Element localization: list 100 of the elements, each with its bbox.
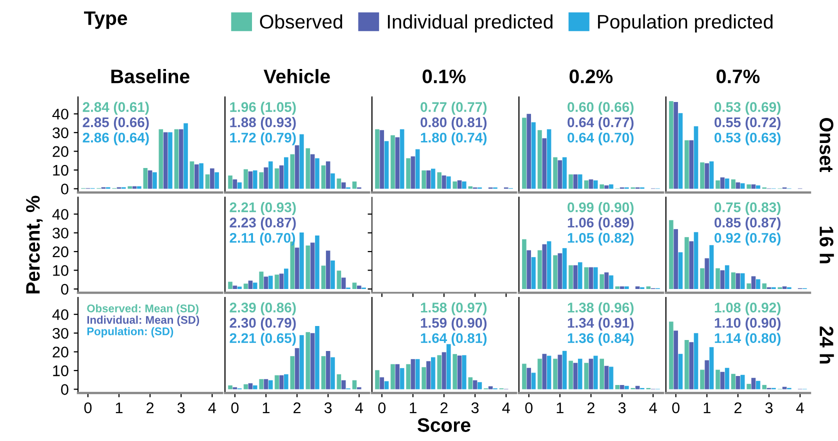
bar bbox=[720, 270, 725, 289]
bar bbox=[274, 274, 279, 289]
annotation: Population: (SD) bbox=[87, 327, 174, 338]
x-tick-label: 3 bbox=[471, 402, 479, 414]
bar bbox=[446, 344, 451, 390]
bar bbox=[700, 162, 704, 189]
bar bbox=[522, 118, 526, 189]
bar bbox=[531, 122, 536, 189]
x-tick-label: 2 bbox=[734, 402, 742, 414]
annotation: 1.58 (0.97) bbox=[420, 302, 487, 316]
y-tick-label: 40 bbox=[52, 309, 68, 320]
annotation: 0.75 (0.83) bbox=[714, 202, 780, 215]
bar bbox=[264, 167, 268, 189]
annotation: 1.34 (0.91) bbox=[568, 318, 634, 331]
x-tick-label: 3 bbox=[618, 402, 626, 414]
x-tick-label: 4 bbox=[649, 402, 657, 414]
bar bbox=[426, 361, 431, 390]
annotation: 2.23 (0.87) bbox=[230, 217, 296, 230]
bar bbox=[259, 272, 264, 289]
bar bbox=[604, 366, 609, 390]
annotation: 0.53 (0.69) bbox=[714, 102, 780, 115]
bar bbox=[562, 248, 567, 289]
bar bbox=[148, 170, 152, 189]
bar bbox=[678, 113, 683, 189]
bar bbox=[724, 368, 730, 390]
y-tick-label: 40 bbox=[52, 108, 68, 120]
bar bbox=[437, 355, 442, 390]
annotation: 0.99 (0.90) bbox=[568, 202, 634, 215]
bar bbox=[400, 129, 404, 189]
x-tick-label: 2 bbox=[146, 402, 154, 414]
bar bbox=[244, 169, 248, 189]
bar bbox=[205, 174, 210, 189]
annotation: 2.21 (0.93) bbox=[230, 202, 296, 215]
bar bbox=[158, 129, 164, 189]
x-tick-label: 4 bbox=[502, 402, 510, 414]
x-tick-label: 0 bbox=[378, 402, 386, 414]
bar bbox=[704, 258, 710, 289]
bar bbox=[380, 130, 384, 189]
bar bbox=[746, 184, 751, 189]
bar bbox=[410, 156, 416, 189]
bar bbox=[526, 368, 532, 390]
bar bbox=[531, 257, 536, 289]
annotation: 0.53 (0.63) bbox=[714, 132, 780, 146]
bar bbox=[248, 383, 253, 390]
bar bbox=[199, 163, 204, 189]
bar bbox=[415, 149, 420, 189]
bar bbox=[762, 384, 766, 390]
bar bbox=[442, 175, 446, 189]
bar bbox=[716, 268, 720, 289]
bar bbox=[542, 354, 547, 390]
bar bbox=[406, 158, 410, 189]
bar bbox=[751, 378, 756, 390]
bar bbox=[310, 242, 315, 289]
bar bbox=[724, 178, 730, 189]
bar bbox=[588, 267, 594, 289]
bar bbox=[694, 333, 698, 390]
y2-axis-title: Onset bbox=[820, 118, 834, 172]
bar bbox=[228, 175, 232, 189]
bar bbox=[400, 368, 404, 390]
bar bbox=[526, 114, 532, 189]
bar bbox=[553, 255, 558, 289]
bar bbox=[244, 384, 248, 390]
bar bbox=[184, 123, 188, 189]
bar bbox=[268, 276, 273, 289]
bar bbox=[704, 163, 710, 189]
annotation: 1.80 (0.74) bbox=[420, 132, 487, 146]
bar bbox=[426, 170, 431, 189]
bar bbox=[375, 129, 380, 189]
bar bbox=[248, 280, 253, 289]
annotation: 2.85 (0.66) bbox=[82, 117, 149, 130]
y-axis-title: Percent, % bbox=[26, 196, 43, 294]
y2-axis-title: 16 h bbox=[820, 226, 834, 264]
x-tick-label: 1 bbox=[704, 402, 710, 414]
bar bbox=[578, 174, 582, 189]
y-tick-label: 0 bbox=[61, 184, 68, 194]
bar bbox=[488, 386, 493, 390]
x-tick-label: 4 bbox=[355, 402, 363, 414]
x-tick-label: 1 bbox=[116, 402, 122, 414]
bar bbox=[415, 359, 420, 390]
bar bbox=[538, 250, 542, 289]
bar bbox=[390, 364, 395, 390]
y-tick-label: 20 bbox=[52, 146, 68, 157]
y-tick-label: 20 bbox=[52, 246, 68, 258]
bar bbox=[290, 154, 295, 189]
bar bbox=[609, 366, 614, 390]
bar bbox=[168, 132, 172, 189]
bar bbox=[615, 286, 620, 289]
bar bbox=[538, 358, 542, 390]
x-tick-label: 0 bbox=[231, 402, 239, 414]
bar bbox=[584, 180, 588, 189]
bar bbox=[446, 176, 451, 189]
bar bbox=[736, 273, 740, 289]
x-tick-label: 0 bbox=[672, 402, 680, 414]
bar bbox=[716, 180, 720, 189]
bar bbox=[306, 246, 310, 289]
bar bbox=[588, 358, 594, 390]
bar bbox=[689, 241, 694, 289]
bar bbox=[326, 161, 330, 189]
x-tick-label: 4 bbox=[208, 402, 216, 414]
bar bbox=[352, 282, 357, 289]
